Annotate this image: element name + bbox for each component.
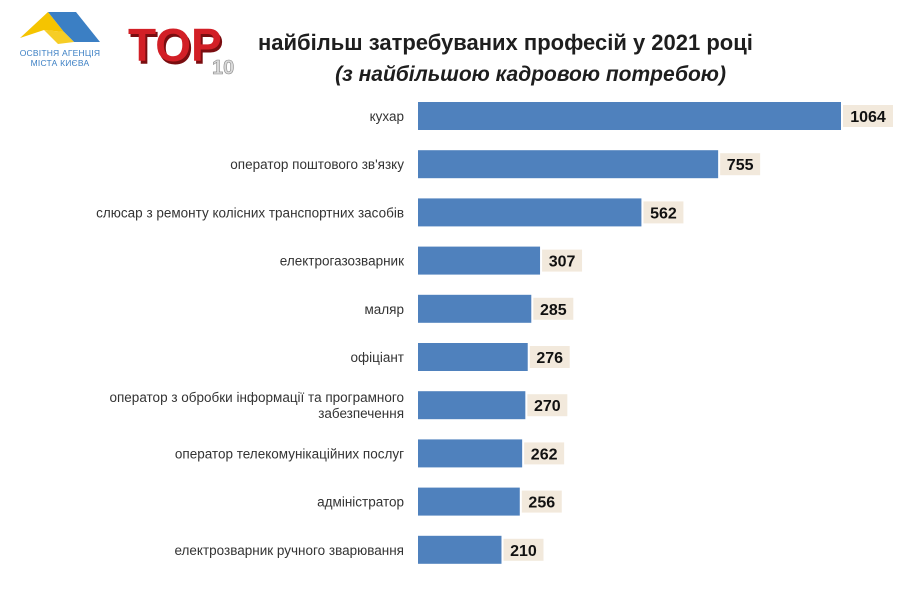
bar [418, 535, 502, 564]
data-label: 262 [531, 446, 558, 463]
data-label: 755 [727, 157, 754, 174]
bar-row: 276 офіціант [351, 343, 570, 371]
logo-text: ОСВІТНЯ АГЕНЦІЯ МІСТА КИЄВА [10, 48, 110, 68]
top-badge-number: 10 [212, 57, 234, 76]
bar [418, 439, 523, 468]
logo-line-2: МІСТА КИЄВА [30, 58, 90, 68]
category-label: оператор поштового зв'язку [230, 157, 404, 172]
data-label: 307 [549, 254, 576, 271]
chart-subtitle: (з найбільшою кадровою потребою) [335, 63, 726, 86]
data-label-bg [720, 153, 761, 176]
data-label-bg [533, 297, 574, 320]
logo-line-1: ОСВІТНЯ АГЕНЦІЯ [19, 48, 101, 58]
category-label: офіціант [351, 350, 405, 365]
data-label: 1064 [850, 109, 886, 126]
top-10-badge: TOP TOP 10 [128, 19, 235, 76]
data-label: 256 [528, 495, 555, 512]
category-label: маляр [365, 302, 405, 317]
category-label: оператор з обробки інформації та програм… [109, 390, 404, 405]
bar [418, 294, 532, 323]
bar-row: 562 слюсар з ремонту колісних транспортни… [96, 198, 684, 227]
logo-emblem-icon [20, 12, 100, 44]
bar [418, 198, 642, 227]
data-label: 270 [534, 398, 561, 415]
bar-row: 755 оператор поштового зв'язку [230, 150, 761, 179]
category-label: забезпечення [318, 406, 404, 421]
bar [418, 246, 541, 275]
bar [418, 343, 528, 371]
chart-title: найбільш затребуваних професій у 2021 ро… [258, 30, 753, 55]
data-label: 210 [510, 543, 537, 560]
top-badge-word: TOP [128, 19, 222, 71]
category-label: слюсар з ремонту колісних транспортних з… [96, 205, 404, 220]
data-label: 276 [536, 350, 563, 367]
data-label-bg [524, 442, 565, 465]
bar-row: 210 електрозварник ручного зварювання [174, 535, 544, 564]
category-label: кухар [370, 109, 404, 124]
top-badge-shadow: TOP [130, 22, 224, 74]
category-label: адміністратор [317, 495, 404, 510]
data-label-bg [503, 538, 544, 561]
data-label-bg [542, 249, 583, 272]
bar-row: 270 оператор з обробки інформації та прог… [109, 390, 568, 421]
category-label: електрогазозварник [280, 254, 404, 269]
category-label: оператор телекомунікаційних послуг [175, 446, 404, 461]
bar [418, 102, 841, 130]
bar-row: 307 електрогазозварник [280, 246, 583, 275]
data-label: 285 [540, 302, 567, 319]
bar-row: 262 оператор телекомунікаційних послуг [175, 439, 565, 468]
bar-row: 285 маляр [365, 294, 574, 323]
data-label-bg [643, 201, 684, 224]
data-label-bg [529, 346, 570, 368]
data-label-bg [843, 105, 893, 127]
category-label: електрозварник ручного зварювання [174, 543, 404, 558]
data-label-bg [527, 394, 568, 417]
bar [418, 391, 526, 420]
data-label-bg [521, 490, 562, 513]
data-label: 562 [650, 205, 677, 222]
bar-row: 1064 кухар [370, 102, 893, 130]
agency-logo: ОСВІТНЯ АГЕНЦІЯ МІСТА КИЄВА [10, 8, 110, 72]
bar [418, 150, 719, 179]
bar-row: 256 адміністратор [317, 487, 562, 516]
bar [418, 487, 520, 516]
